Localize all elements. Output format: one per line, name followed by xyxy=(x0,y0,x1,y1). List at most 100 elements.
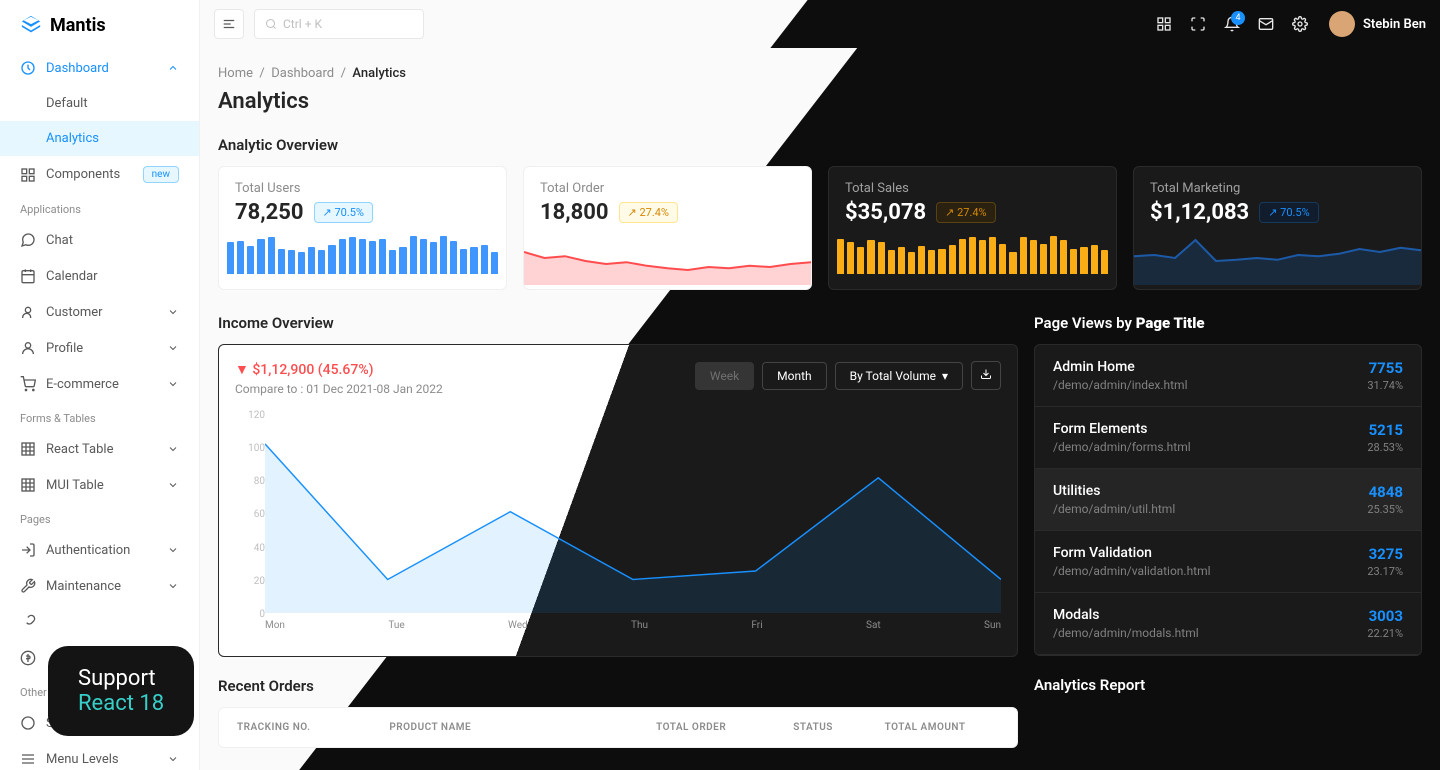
wrench-icon xyxy=(20,578,36,594)
fullscreen-icon[interactable] xyxy=(1183,9,1213,39)
income-value: ▼ $1,12,900 (45.67%) xyxy=(235,361,443,378)
search-input[interactable]: Ctrl + K xyxy=(254,9,424,39)
stat-card: Total Users78,250↗ 70.5% xyxy=(218,166,507,290)
sidebar-label: Customer xyxy=(46,305,103,320)
profile-icon xyxy=(20,340,36,356)
avatar xyxy=(1329,11,1355,37)
pageview-row[interactable]: Form Validation/demo/admin/validation.ht… xyxy=(1035,531,1421,593)
user-menu[interactable]: Stebin Ben xyxy=(1329,11,1426,37)
stat-card: Total Sales$35,078↗ 27.4% xyxy=(828,166,1117,290)
topbar: Ctrl + K 4 Stebin Ben xyxy=(200,0,1440,48)
sidebar-item-analytics[interactable]: Analytics xyxy=(0,121,199,156)
table-icon xyxy=(20,477,36,493)
logo[interactable]: Mantis xyxy=(0,0,199,50)
sidebar-item-default[interactable]: Default xyxy=(0,86,199,121)
sidebar-label: MUI Table xyxy=(46,478,104,493)
sidebar-label: E-commerce xyxy=(46,377,119,392)
month-button[interactable]: Month xyxy=(762,362,826,390)
sidebar-label: Chat xyxy=(46,233,73,248)
sidebar-item-auth[interactable]: Authentication xyxy=(0,532,199,568)
table-icon xyxy=(20,441,36,457)
apps-icon[interactable] xyxy=(1149,9,1179,39)
sidebar-item-profile[interactable]: Profile xyxy=(0,330,199,366)
menu-toggle-button[interactable] xyxy=(214,9,244,39)
search-icon xyxy=(265,18,277,30)
breadcrumb-home[interactable]: Home xyxy=(218,66,253,81)
sidebar-item-hidden1[interactable] xyxy=(0,604,199,640)
support-line2: React 18 xyxy=(78,691,164,716)
sidebar-label: Analytics xyxy=(46,131,99,146)
calendar-icon xyxy=(20,268,36,284)
sidebar-item-maintenance[interactable]: Maintenance xyxy=(0,568,199,604)
dollar-icon xyxy=(20,650,36,666)
pageviews-title: Page Views by Page Title xyxy=(1034,314,1422,332)
stat-card: Total Marketing$1,12,083↗ 70.5% xyxy=(1133,166,1422,290)
brand-name: Mantis xyxy=(50,15,106,36)
sidebar-label: Maintenance xyxy=(46,579,121,594)
breadcrumb-dashboard[interactable]: Dashboard xyxy=(271,66,334,81)
sidebar-label: Profile xyxy=(46,341,83,356)
sidebar-label: Authentication xyxy=(46,543,130,558)
analytics-report-title: Analytics Report xyxy=(1034,676,1422,694)
sidebar-item-calendar[interactable]: Calendar xyxy=(0,258,199,294)
pageviews-list: Admin Home/demo/admin/index.html775531.7… xyxy=(1034,344,1422,656)
income-chart: 120100806040200 MonTueWedThuFriSatSun xyxy=(235,410,1001,640)
chevron-down-icon xyxy=(167,753,179,765)
pageview-row[interactable]: Modals/demo/admin/modals.html300322.21% xyxy=(1035,593,1421,655)
sidebar-label: Components xyxy=(46,167,120,182)
link-icon xyxy=(20,614,36,630)
customer-icon xyxy=(20,304,36,320)
chevron-up-icon xyxy=(167,62,179,74)
pageview-row[interactable]: Form Elements/demo/admin/forms.html52152… xyxy=(1035,407,1421,469)
dashboard-icon xyxy=(20,60,36,76)
sidebar-item-react-table[interactable]: React Table xyxy=(0,431,199,467)
sidebar-label: Calendar xyxy=(46,269,98,284)
logo-icon xyxy=(20,14,42,36)
sidebar-item-ecommerce[interactable]: E-commerce xyxy=(0,366,199,402)
income-title: Income Overview xyxy=(218,314,1018,332)
sidebar-label: Menu Levels xyxy=(46,752,119,767)
chevron-down-icon xyxy=(167,342,179,354)
auth-icon xyxy=(20,542,36,558)
income-card: ▼ $1,12,900 (45.67%) Compare to : 01 Dec… xyxy=(218,344,1018,657)
pageview-row[interactable]: Utilities/demo/admin/util.html484825.35% xyxy=(1035,469,1421,531)
support-badge[interactable]: Support React 18 xyxy=(48,646,194,736)
sidebar-item-customer[interactable]: Customer xyxy=(0,294,199,330)
income-compare: Compare to : 01 Dec 2021-08 Jan 2022 xyxy=(235,382,443,396)
notif-badge: 4 xyxy=(1231,11,1245,25)
sidebar-item-chat[interactable]: Chat xyxy=(0,222,199,258)
chat-icon xyxy=(20,232,36,248)
notifications-icon[interactable]: 4 xyxy=(1217,9,1247,39)
star-icon xyxy=(20,715,36,731)
chevron-down-icon xyxy=(167,544,179,556)
sidebar-item-dashboard[interactable]: Dashboard xyxy=(0,50,199,86)
chevron-down-icon xyxy=(167,306,179,318)
volume-dropdown[interactable]: By Total Volume ▾ xyxy=(835,362,963,390)
overview-title: Analytic Overview xyxy=(218,136,1422,154)
settings-icon[interactable] xyxy=(1285,9,1315,39)
sidebar-item-menu-levels[interactable]: Menu Levels xyxy=(0,741,199,770)
section-forms: Forms & Tables xyxy=(0,402,199,431)
support-line1: Support xyxy=(78,666,164,691)
recent-table: TRACKING NO.PRODUCT NAMETOTAL ORDERSTATU… xyxy=(218,707,1018,748)
stat-card: Total Order18,800↗ 27.4% xyxy=(523,166,812,290)
sidebar-label: Dashboard xyxy=(46,61,109,76)
chevron-down-icon xyxy=(167,378,179,390)
week-button[interactable]: Week xyxy=(695,362,754,390)
section-applications: Applications xyxy=(0,193,199,222)
stat-cards: Total Users78,250↗ 70.5%Total Order18,80… xyxy=(218,166,1422,290)
main: Home / Dashboard / Analytics Analytics A… xyxy=(200,48,1440,770)
chevron-down-icon xyxy=(167,443,179,455)
user-name: Stebin Ben xyxy=(1363,17,1426,32)
mail-icon[interactable] xyxy=(1251,9,1281,39)
sidebar-item-components[interactable]: Components new xyxy=(0,156,199,193)
sidebar-label: React Table xyxy=(46,442,113,457)
cart-icon xyxy=(20,376,36,392)
sidebar-item-mui-table[interactable]: MUI Table xyxy=(0,467,199,503)
page-title: Analytics xyxy=(218,89,1422,114)
chevron-down-icon xyxy=(167,580,179,592)
breadcrumb-current: Analytics xyxy=(352,66,406,81)
section-pages: Pages xyxy=(0,503,199,532)
download-button[interactable] xyxy=(971,361,1001,390)
pageview-row[interactable]: Admin Home/demo/admin/index.html775531.7… xyxy=(1035,345,1421,407)
